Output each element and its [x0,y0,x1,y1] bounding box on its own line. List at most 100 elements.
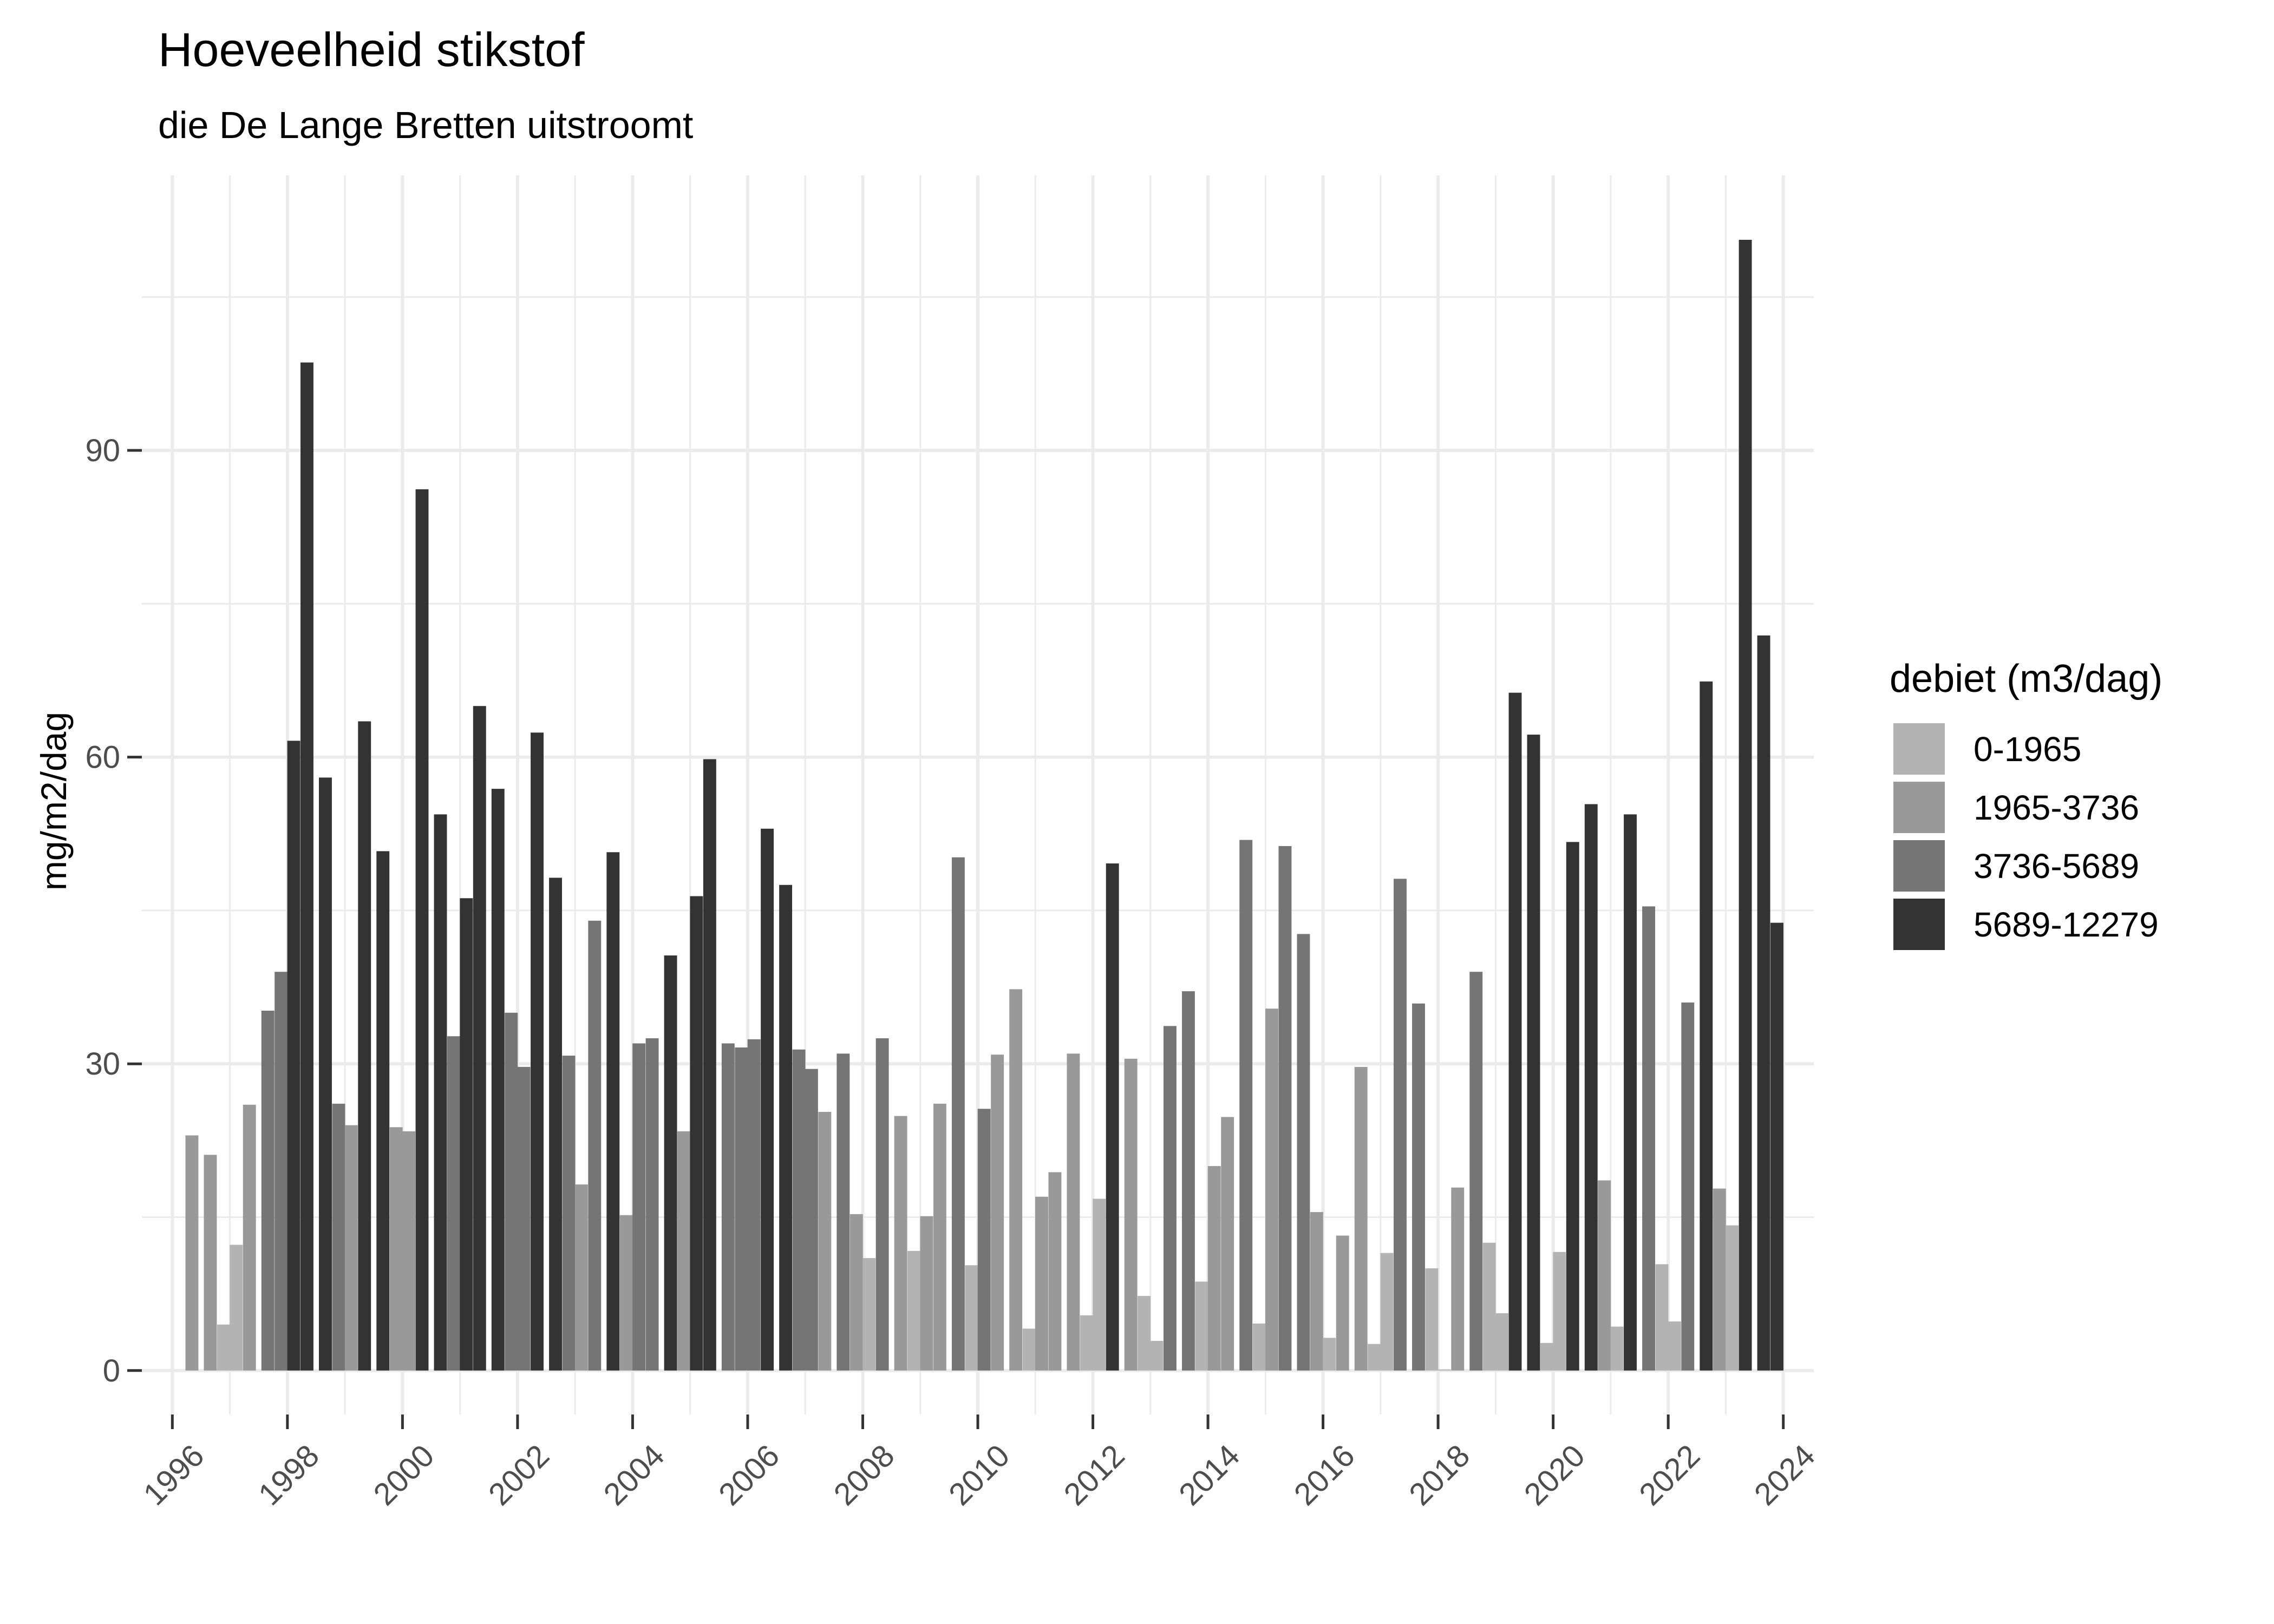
bar [1022,1328,1036,1371]
bar [1540,1343,1553,1371]
bar [1451,1187,1465,1371]
bar [389,1127,403,1371]
legend-key [1893,899,1945,950]
y-axis-title: mg/m2/dag [34,712,74,890]
legend-label: 5689-12279 [1974,905,2159,944]
bar [1566,842,1579,1371]
bar [319,777,332,1371]
bar [690,896,703,1371]
bar [402,1131,416,1371]
bar [1009,989,1023,1371]
legend-label: 3736-5689 [1974,847,2139,886]
bar [920,1216,933,1371]
bar [1394,879,1407,1371]
bar [1336,1235,1349,1371]
bar [991,1055,1004,1371]
bar [1642,906,1655,1371]
bar [1598,1180,1611,1371]
bar [447,1036,460,1371]
bar [376,851,390,1371]
bar [1700,681,1713,1371]
bar [344,1125,358,1371]
bar [1610,1326,1624,1371]
bar [735,1047,748,1371]
bar [415,489,429,1371]
legend-item: 1965-3736 [1893,782,2139,833]
bar [792,1049,806,1371]
bar [875,1038,889,1371]
bar [1668,1321,1681,1371]
bar [907,1250,921,1371]
bar [1221,1117,1234,1371]
bar [606,852,620,1371]
bar [217,1324,230,1371]
bar [951,857,965,1371]
bar [1093,1199,1106,1371]
y-tick-label: 30 [85,1046,120,1082]
bar [1655,1264,1669,1371]
bar [664,955,677,1371]
legend-item: 0-1965 [1893,723,2081,775]
bar [473,706,486,1371]
legend-key [1893,840,1945,892]
y-axis: 0 30 60 90 [85,433,142,1389]
bar [230,1245,243,1371]
bar [933,1103,946,1371]
bar [1713,1188,1726,1371]
legend-label: 0-1965 [1974,730,2081,769]
bar [1412,1003,1425,1371]
bar [1495,1313,1509,1371]
bar [1757,635,1770,1371]
bar [261,1010,275,1371]
bar [1368,1344,1381,1371]
bar [837,1053,850,1371]
bar [1323,1338,1336,1371]
bar [531,732,544,1371]
bar [677,1131,690,1371]
bar [1252,1323,1266,1371]
bar [703,759,716,1371]
y-tick-label: 0 [103,1353,120,1389]
bar [517,1066,531,1371]
bar [1584,804,1598,1371]
chart-subtitle: die De Lange Bretten uitstroomt [158,104,693,146]
bar [1770,922,1783,1371]
bar [1380,1253,1394,1371]
bar [1469,972,1483,1371]
bar [862,1258,876,1371]
bar [1437,1369,1451,1371]
bar [965,1265,978,1371]
bar [721,1043,735,1371]
bar [805,1069,818,1371]
bar [300,362,313,1371]
bar [977,1109,991,1371]
legend: debiet (m3/dag) 0-1965 1965-3736 3736-5689… [1890,657,2162,950]
bar [460,898,473,1371]
bar [1163,1026,1177,1371]
legend-key [1893,782,1945,833]
bar [1278,846,1292,1371]
bar [1624,814,1637,1371]
bar [1067,1053,1080,1371]
bar [1265,1009,1278,1371]
bar [588,920,602,1371]
bar [1553,1252,1566,1371]
bar [358,721,371,1371]
bar [491,789,505,1371]
bar [1310,1212,1323,1371]
bar [1106,863,1119,1371]
bar [747,1039,761,1371]
bar [1482,1242,1496,1371]
bar [1739,239,1752,1371]
bar [1138,1295,1151,1371]
bar [1181,991,1195,1371]
y-tick-label: 60 [85,740,120,775]
bar [779,885,793,1371]
bar [850,1214,863,1371]
bar [1150,1341,1164,1371]
bar [562,1056,576,1371]
bar [1048,1172,1062,1371]
legend-title: debiet (m3/dag) [1890,657,2162,700]
bar [1354,1066,1368,1371]
bar [1035,1196,1048,1371]
